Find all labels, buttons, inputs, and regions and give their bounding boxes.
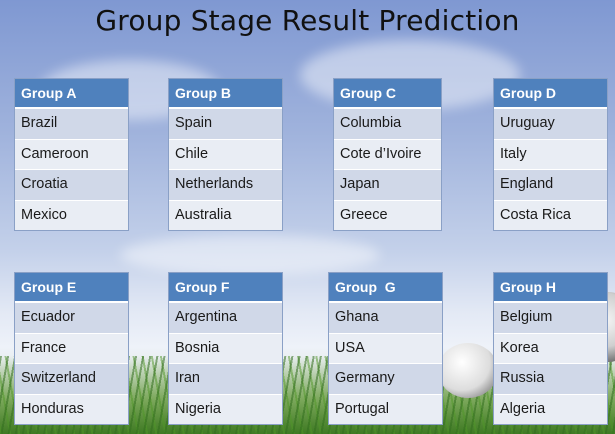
group-header: Group H — [494, 273, 607, 302]
group-e-table: Group E Ecuador France Switzerland Hondu… — [14, 272, 129, 425]
team-cell: Bosnia — [169, 332, 282, 363]
team-cell: Honduras — [15, 393, 128, 424]
team-cell: Costa Rica — [494, 199, 607, 230]
team-cell: Russia — [494, 363, 607, 394]
team-cell: Germany — [329, 363, 442, 394]
team-cell: Argentina — [169, 302, 282, 333]
team-cell: Switzerland — [15, 363, 128, 394]
team-cell: Mexico — [15, 199, 128, 230]
group-header: Group A — [15, 79, 128, 108]
team-cell: Algeria — [494, 393, 607, 424]
team-cell: Nigeria — [169, 393, 282, 424]
page-title: Group Stage Result Prediction — [95, 4, 520, 37]
team-cell: Spain — [169, 108, 282, 139]
cloud — [120, 235, 380, 275]
soccer-ball-image — [438, 343, 498, 398]
team-cell: USA — [329, 332, 442, 363]
team-cell: Korea — [494, 332, 607, 363]
team-cell: Chile — [169, 138, 282, 169]
group-header: Group F — [169, 273, 282, 302]
team-cell: Brazil — [15, 108, 128, 139]
group-d-table: Group D Uruguay Italy England Costa Rica — [493, 78, 608, 231]
team-cell: Australia — [169, 199, 282, 230]
group-header: Group E — [15, 273, 128, 302]
team-cell: Portugal — [329, 393, 442, 424]
team-cell: Cote d’Ivoire — [334, 138, 441, 169]
team-cell: Italy — [494, 138, 607, 169]
group-header: Group G — [329, 273, 442, 302]
group-header: Group B — [169, 79, 282, 108]
group-header: Group D — [494, 79, 607, 108]
team-cell: Columbia — [334, 108, 441, 139]
team-cell: Ecuador — [15, 302, 128, 333]
team-cell: Japan — [334, 169, 441, 200]
team-cell: Cameroon — [15, 138, 128, 169]
team-cell: Uruguay — [494, 108, 607, 139]
group-b-table: Group B Spain Chile Netherlands Australi… — [168, 78, 283, 231]
group-header: Group C — [334, 79, 441, 108]
team-cell: Greece — [334, 199, 441, 230]
team-cell: England — [494, 169, 607, 200]
group-f-table: Group F Argentina Bosnia Iran Nigeria — [168, 272, 283, 425]
team-cell: Croatia — [15, 169, 128, 200]
team-cell: Iran — [169, 363, 282, 394]
group-g-table: Group G Ghana USA Germany Portugal — [328, 272, 443, 425]
group-a-table: Group A Brazil Cameroon Croatia Mexico — [14, 78, 129, 231]
team-cell: France — [15, 332, 128, 363]
team-cell: Ghana — [329, 302, 442, 333]
team-cell: Netherlands — [169, 169, 282, 200]
group-c-table: Group C Columbia Cote d’Ivoire Japan Gre… — [333, 78, 442, 231]
group-h-table: Group H Belgium Korea Russia Algeria — [493, 272, 608, 425]
team-cell: Belgium — [494, 302, 607, 333]
